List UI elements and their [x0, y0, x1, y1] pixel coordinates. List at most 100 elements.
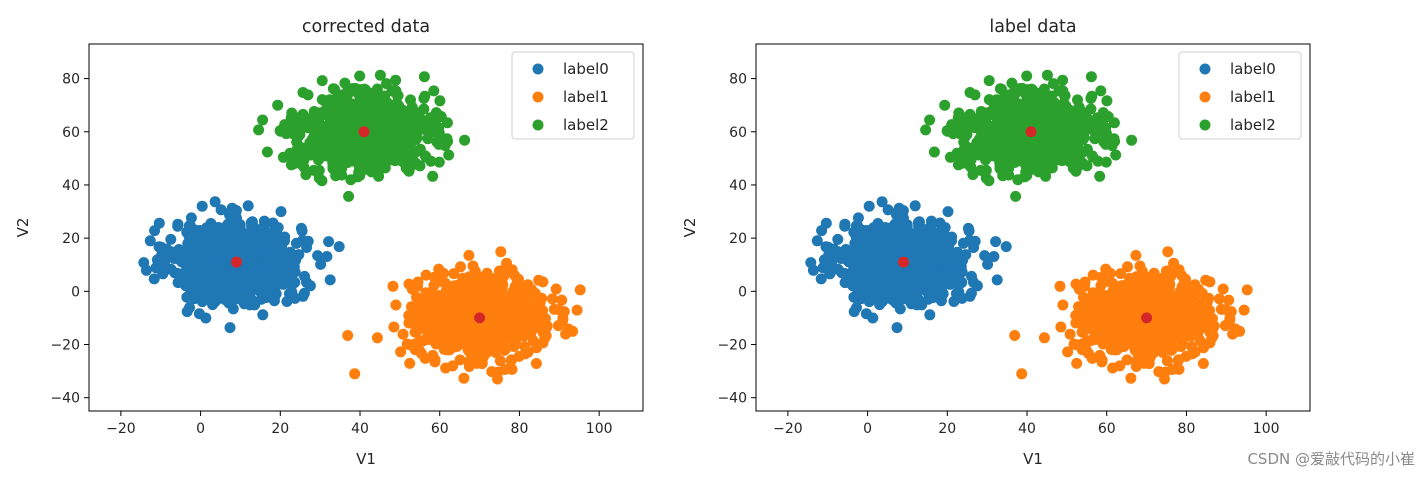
scatter-point	[1110, 299, 1122, 311]
scatter-point	[224, 322, 236, 334]
scatter-point	[923, 253, 935, 265]
scatter-point	[443, 149, 455, 161]
scatter-point	[348, 133, 360, 145]
scatter-point	[369, 134, 380, 146]
scatter-point	[886, 285, 898, 296]
scatter-point	[1122, 261, 1133, 273]
scatter-point	[345, 143, 357, 155]
scatter-point	[411, 291, 422, 303]
scatter-point	[852, 212, 864, 224]
scatter-point	[1105, 316, 1117, 328]
scatter-point	[425, 155, 437, 167]
scatter-point	[373, 170, 385, 182]
scatter-point	[891, 322, 903, 334]
scatter-point	[256, 253, 268, 265]
scatter-point	[1110, 149, 1122, 161]
scatter-point	[450, 309, 462, 321]
scatter-point	[1180, 350, 1192, 362]
scatter-point	[1083, 348, 1094, 359]
scatter-point	[492, 373, 503, 385]
scatter-point	[1159, 373, 1170, 385]
scatter-point	[219, 269, 231, 281]
scatter-point	[1171, 311, 1183, 323]
x-tick-label: −20	[106, 421, 136, 437]
scatter-point	[990, 236, 1002, 248]
scatter-point	[1115, 268, 1127, 280]
scatter-point	[574, 284, 586, 296]
scatter-point	[489, 315, 501, 327]
scatter-point	[321, 251, 333, 262]
scatter-point	[922, 293, 934, 305]
scatter-point	[937, 255, 949, 267]
scatter-point	[910, 289, 922, 301]
scatter-point	[811, 235, 823, 247]
scatter-point	[185, 220, 196, 232]
centroid-point	[358, 126, 370, 138]
scatter-point	[1227, 328, 1239, 340]
scatter-point	[354, 70, 366, 82]
scatter-point	[331, 130, 343, 142]
scatter-point	[313, 164, 325, 176]
scatter-point	[212, 222, 224, 233]
scatter-point	[455, 285, 467, 297]
scatter-point	[215, 204, 227, 216]
scatter-point	[359, 145, 371, 157]
scatter-point	[1088, 290, 1100, 302]
scatter-point	[911, 228, 923, 239]
scatter-point	[406, 301, 417, 313]
scatter-point	[1125, 372, 1137, 384]
scatter-point	[443, 299, 455, 311]
scatter-point	[966, 270, 977, 282]
y-tick-label: −40	[50, 391, 80, 407]
scatter-point	[1071, 357, 1083, 369]
scatter-point	[207, 258, 219, 270]
scatter-point	[253, 124, 265, 136]
scatter-point	[341, 118, 353, 130]
scatter-point	[519, 341, 531, 353]
scatter-point	[495, 246, 507, 258]
scatter-point	[1196, 287, 1208, 299]
scatter-point	[288, 158, 300, 169]
scatter-point	[200, 312, 212, 324]
scatter-point	[894, 303, 906, 315]
scatter-point	[375, 113, 387, 125]
scatter-point	[229, 270, 241, 282]
scatter-point	[198, 264, 210, 275]
scatter-point	[875, 279, 887, 291]
scatter-point	[207, 268, 219, 280]
scatter-point	[1203, 320, 1215, 332]
scatter-point	[501, 257, 513, 269]
scatter-point	[327, 160, 339, 172]
scatter-point	[418, 92, 430, 104]
scatter-point	[1000, 241, 1012, 253]
scatter-point	[418, 71, 430, 83]
scatter-point	[265, 236, 276, 248]
scatter-point	[302, 122, 313, 134]
scatter-point	[1112, 281, 1123, 293]
legend-marker	[532, 63, 544, 75]
scatter-point	[1094, 170, 1106, 182]
scatter-point	[824, 268, 836, 280]
scatter-point	[445, 281, 456, 293]
scatter-point	[471, 280, 482, 292]
scatter-point	[946, 276, 958, 288]
scatter-point	[1073, 301, 1084, 313]
scatter-point	[185, 212, 197, 224]
scatter-point	[428, 85, 440, 97]
scatter-point	[371, 332, 383, 344]
y-tick-label: −20	[50, 338, 80, 354]
scatter-point	[512, 275, 524, 287]
plot-area	[805, 69, 1253, 385]
scatter-point	[556, 294, 568, 306]
scatter-point	[244, 228, 256, 239]
scatter-point	[1100, 294, 1111, 305]
scatter-point	[427, 170, 439, 182]
scatter-point	[222, 226, 234, 238]
scatter-point	[895, 293, 907, 305]
scatter-point	[228, 293, 240, 305]
scatter-point	[244, 243, 256, 255]
scatter-point	[352, 171, 364, 183]
y-tick-label: 40	[62, 178, 80, 194]
scatter-point	[925, 215, 937, 227]
